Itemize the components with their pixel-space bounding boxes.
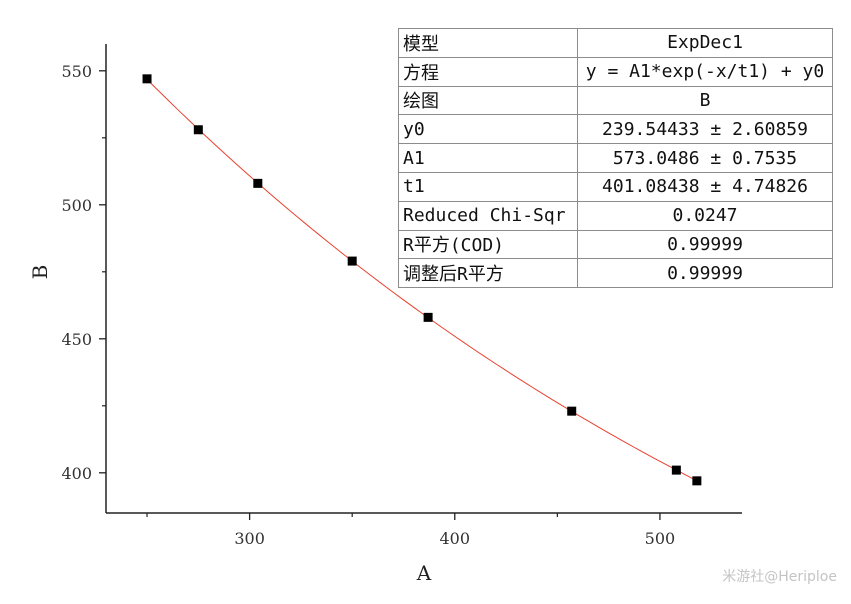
- y-axis-label: B: [28, 265, 52, 280]
- fit-table-row: 绘图 B: [398, 85, 833, 116]
- y-tick-label: 450: [61, 330, 92, 349]
- fit-table-row: t1 401.08438 ± 4.74826: [398, 171, 833, 202]
- fit-table-value: 239.54433 ± 2.60859: [577, 114, 833, 145]
- fit-table-label: A1: [398, 143, 578, 173]
- fit-table-value: 0.99999: [577, 258, 833, 289]
- fit-table-row: A1 573.0486 ± 0.7535: [398, 143, 833, 173]
- fit-table-label: y0: [398, 114, 578, 145]
- axis-labels: A B: [28, 265, 432, 585]
- data-point: [692, 476, 702, 486]
- data-point: [567, 406, 577, 416]
- y-tick-label: 500: [61, 196, 92, 215]
- fit-table-row: 模型 ExpDec1: [398, 28, 833, 58]
- fit-table-label: 绘图: [398, 85, 578, 116]
- fit-table-row: 调整后R平方 0.99999: [398, 258, 833, 289]
- fit-table-value: y = A1*exp(-x/t1) + y0: [577, 56, 833, 87]
- fit-table-value: 0.99999: [577, 229, 833, 260]
- data-point: [347, 256, 357, 266]
- data-point: [253, 178, 263, 188]
- data-point: [193, 125, 203, 135]
- fit-table-row: 方程 y = A1*exp(-x/t1) + y0: [398, 56, 833, 87]
- fit-table-label: 方程: [398, 56, 578, 87]
- fit-table-label: 模型: [398, 28, 578, 58]
- x-tick-label: 500: [645, 529, 676, 548]
- fit-table-row: Reduced Chi-Sqr 0.0247: [398, 200, 833, 231]
- fit-table-value: 573.0486 ± 0.7535: [577, 143, 833, 173]
- fit-table-label: t1: [398, 171, 578, 202]
- x-tick-label: 300: [234, 529, 265, 548]
- y-tick-label: 550: [61, 62, 92, 81]
- x-axis-label: A: [416, 561, 432, 585]
- watermark: 米游社@Heriploe: [722, 569, 837, 585]
- data-point: [423, 312, 433, 322]
- fit-curve-layer: [146, 79, 698, 482]
- axes: 300 400 500 400 450 500 550: [61, 44, 742, 548]
- fit-table-value: ExpDec1: [577, 28, 833, 58]
- data-points-layer: [142, 74, 702, 486]
- fit-table-label: Reduced Chi-Sqr: [398, 200, 578, 231]
- data-point: [671, 465, 681, 475]
- fit-table-label: 调整后R平方: [398, 258, 578, 289]
- fit-table-value: 401.08438 ± 4.74826: [577, 171, 833, 202]
- fit-curve: [146, 79, 698, 482]
- fit-table-row: y0 239.54433 ± 2.60859: [398, 114, 833, 145]
- data-point: [142, 74, 152, 84]
- fit-table-row: R平方(COD) 0.99999: [398, 229, 833, 260]
- fit-table-label: R平方(COD): [398, 229, 578, 260]
- fit-table-value: B: [577, 85, 833, 116]
- fit-table-value: 0.0247: [577, 200, 833, 231]
- y-tick-label: 400: [61, 464, 92, 483]
- x-tick-label: 400: [440, 529, 471, 548]
